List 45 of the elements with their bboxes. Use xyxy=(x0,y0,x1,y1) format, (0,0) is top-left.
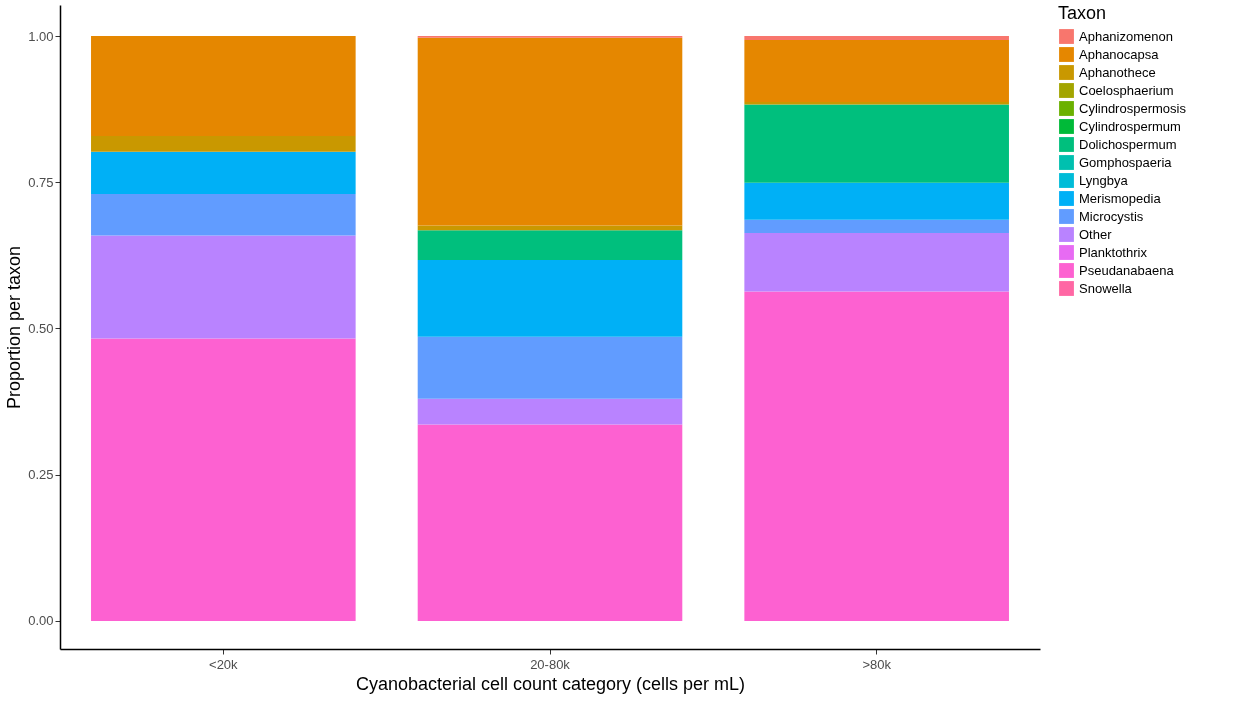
x-tick-label: 20-80k xyxy=(530,656,571,672)
y-tick-label: 1.00 xyxy=(28,28,54,44)
legend-title: Taxon xyxy=(1058,3,1107,23)
legend-label: Aphanothece xyxy=(1079,64,1156,80)
x-tick-label: <20k xyxy=(209,656,239,672)
bar xyxy=(417,424,683,621)
x-tick-label: >80k xyxy=(862,656,892,672)
legend-label: Snowella xyxy=(1079,280,1133,296)
legend-label: Gomphospaeria xyxy=(1079,154,1173,170)
bar xyxy=(417,398,683,425)
legend-label: Pseudanabaena xyxy=(1079,262,1175,278)
bar xyxy=(744,233,1009,292)
bar xyxy=(744,219,1009,234)
bar xyxy=(744,104,1009,183)
x-axis-title: Cyanobacterial cell count category (cells per mL) xyxy=(355,673,746,694)
y-tick-label: 0.25 xyxy=(28,467,54,483)
y-axis-title: Proportion per taxon xyxy=(4,245,25,410)
legend-label: Aphanocapsa xyxy=(1079,46,1160,62)
y-tick-label: 0.50 xyxy=(28,320,54,336)
legend-label: Merismopedia xyxy=(1079,190,1162,206)
legend-label: Dolichospermum xyxy=(1079,136,1177,152)
legend-label: Cylindrospermosis xyxy=(1079,100,1187,116)
y-tick-label: 0.75 xyxy=(28,174,54,190)
legend-label: Lyngbya xyxy=(1079,172,1129,188)
legend-label: Microcystis xyxy=(1079,208,1144,224)
bar xyxy=(417,37,683,226)
legend-label: Planktothrix xyxy=(1079,244,1148,260)
bar xyxy=(744,291,1009,621)
legend-label: Coelosphaerium xyxy=(1079,82,1174,98)
legend-label: Cylindrospermum xyxy=(1079,118,1181,134)
y-tick-label: 0.00 xyxy=(28,613,54,629)
bar xyxy=(417,260,683,337)
bar xyxy=(91,235,356,339)
bar xyxy=(744,182,1009,220)
legend-label: Other xyxy=(1079,226,1113,242)
bar xyxy=(417,336,683,399)
bar xyxy=(91,193,356,236)
bar xyxy=(744,40,1009,103)
bar xyxy=(744,36,1009,41)
legend-label: Aphanizomenon xyxy=(1079,28,1173,44)
bar xyxy=(91,151,356,194)
bar xyxy=(91,36,356,137)
bar xyxy=(417,230,683,261)
bar xyxy=(91,338,356,621)
bar xyxy=(91,136,356,152)
